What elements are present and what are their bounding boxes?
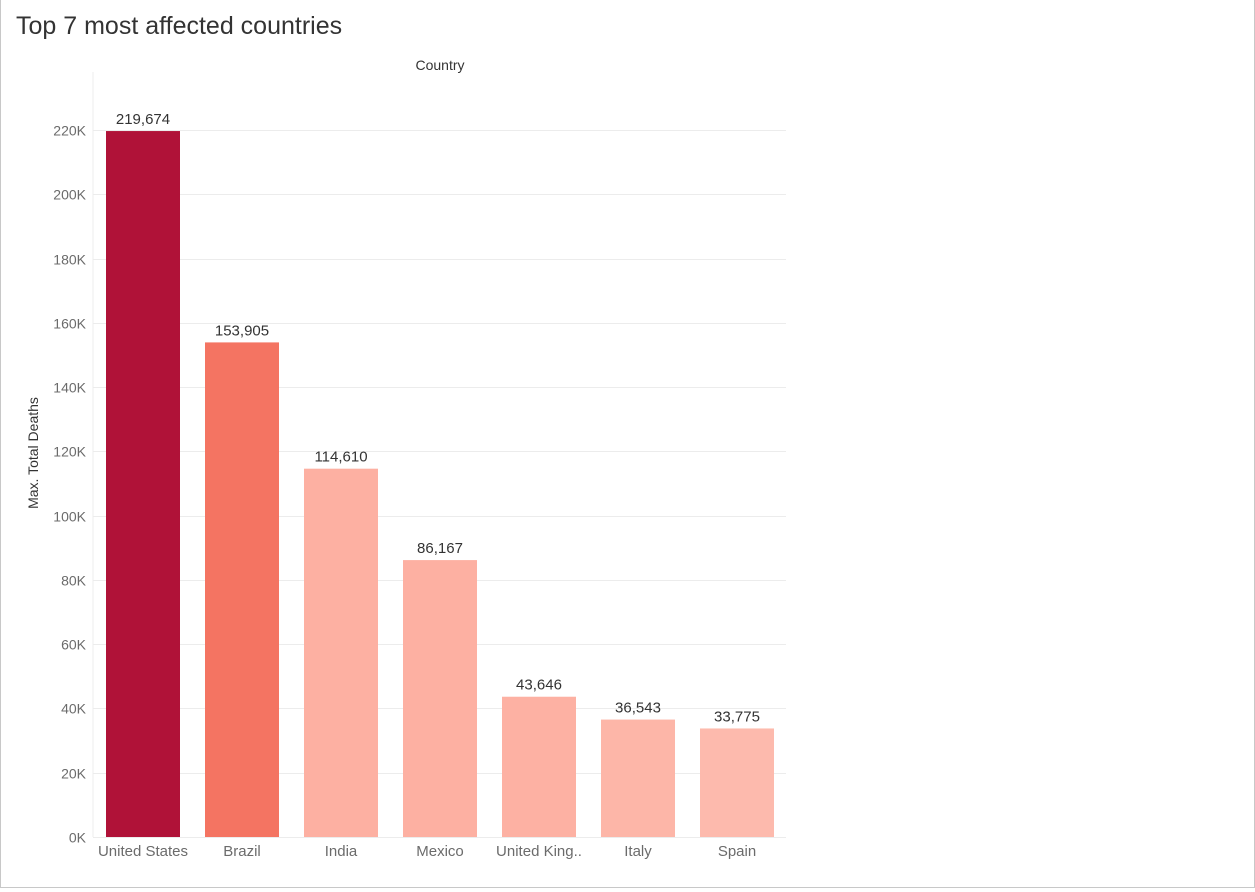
y-tick-label: 100K — [53, 509, 86, 525]
bar — [502, 696, 576, 837]
bar — [205, 342, 279, 837]
x-axis-title: Country — [415, 57, 464, 73]
bar — [106, 131, 180, 838]
data-label: 219,674 — [116, 111, 170, 128]
y-axis: 0K 20K 40K 60K 80K 100K 120K 140K 160K 180K 200K 22… — [53, 123, 86, 846]
y-tick-label: 0K — [69, 830, 87, 846]
value-labels: 219,674 153,905 114,610 86,167 43,646 36,543 3… — [116, 111, 760, 725]
x-tick-label: Brazil — [223, 843, 261, 860]
data-label: 86,167 — [417, 540, 463, 557]
y-tick-label: 80K — [61, 573, 87, 589]
bar — [403, 560, 477, 837]
data-label: 114,610 — [314, 449, 367, 466]
bars — [106, 131, 774, 838]
y-tick-label: 120K — [53, 444, 86, 460]
x-axis: United States Brazil India Mexico United Kin… — [98, 843, 756, 860]
page-title: Top 7 most affected countries — [16, 12, 343, 40]
data-label: 36,543 — [615, 700, 661, 717]
x-tick-label: Mexico — [416, 843, 464, 860]
data-label: 33,775 — [714, 708, 760, 725]
x-tick-label: United States — [98, 843, 188, 860]
y-axis-title: Max. Total Deaths — [25, 397, 41, 509]
bar — [304, 468, 378, 837]
y-tick-label: 160K — [53, 316, 86, 332]
data-label: 153,905 — [215, 322, 269, 339]
bar — [601, 719, 675, 837]
y-tick-label: 200K — [53, 187, 86, 203]
y-tick-label: 60K — [61, 637, 87, 653]
x-tick-label: United King.. — [496, 843, 582, 860]
x-tick-label: Italy — [624, 843, 652, 860]
y-tick-label: 20K — [61, 766, 87, 782]
x-tick-label: Spain — [718, 843, 756, 860]
bar — [700, 728, 774, 837]
y-tick-label: 180K — [53, 252, 86, 268]
x-tick-label: India — [325, 843, 358, 860]
data-label: 43,646 — [516, 677, 562, 694]
y-tick-label: 140K — [53, 380, 86, 396]
y-tick-label: 40K — [61, 701, 87, 717]
y-tick-label: 220K — [53, 123, 86, 139]
